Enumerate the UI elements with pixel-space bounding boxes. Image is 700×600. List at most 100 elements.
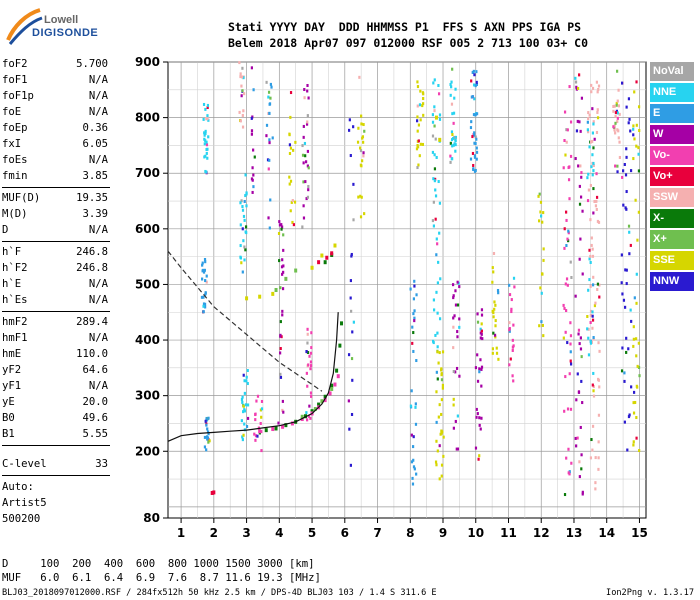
- echo-point: [361, 159, 364, 163]
- echo-point: [415, 472, 418, 476]
- echo-point: [591, 448, 594, 452]
- echo-point: [587, 111, 590, 115]
- echo-point: [491, 309, 494, 313]
- echo-point: [637, 169, 641, 173]
- echo-point: [493, 307, 496, 311]
- echo-point: [241, 438, 244, 442]
- echo-point: [433, 78, 436, 82]
- echo-point: [480, 384, 483, 388]
- echo-point: [205, 418, 208, 422]
- trace-point: [264, 428, 268, 433]
- echo-point: [204, 305, 207, 309]
- echo-point: [563, 138, 566, 142]
- echo-point: [612, 104, 615, 108]
- echo-point: [281, 225, 284, 229]
- echo-point: [512, 323, 515, 327]
- echo-point: [433, 167, 437, 171]
- echo-point: [575, 129, 579, 133]
- echo-point: [362, 123, 365, 127]
- echo-point: [203, 435, 207, 439]
- echo-point: [617, 104, 621, 108]
- echo-point: [350, 357, 354, 361]
- echo-point: [358, 75, 361, 79]
- echo-point: [580, 379, 583, 383]
- echo-point: [564, 375, 567, 379]
- echo-point: [588, 248, 591, 252]
- echo-point: [510, 310, 513, 314]
- autoscale-code: 500200: [2, 513, 41, 525]
- trace-point: [323, 398, 327, 403]
- param-separator: [2, 311, 110, 312]
- echo-point: [240, 199, 243, 203]
- echo-point: [597, 413, 601, 417]
- param-row: h`E N/A: [2, 278, 108, 292]
- echo-point: [569, 321, 572, 325]
- o-trace-curve: [167, 312, 339, 442]
- echo-point: [289, 209, 292, 213]
- trace-point: [210, 490, 214, 495]
- echo-point: [625, 105, 628, 109]
- echo-point: [593, 200, 596, 204]
- echo-point: [596, 287, 599, 291]
- echo-point: [566, 341, 569, 345]
- echo-point: [587, 130, 590, 134]
- echo-point: [454, 87, 457, 91]
- echo-point: [596, 116, 600, 120]
- echo-point: [306, 89, 309, 93]
- echo-point: [632, 124, 635, 128]
- echo-point: [632, 401, 635, 405]
- x-tick-label: 10: [467, 526, 484, 540]
- echo-point: [205, 274, 208, 278]
- echo-point: [411, 476, 414, 480]
- echo-point: [241, 208, 245, 212]
- echo-point: [586, 314, 589, 318]
- echo-point: [412, 435, 415, 439]
- y-tick-label: 300: [135, 389, 160, 403]
- echo-point: [569, 260, 572, 264]
- echo-point: [281, 287, 285, 291]
- echo-point: [593, 304, 597, 308]
- echo-point: [449, 93, 452, 97]
- echo-point: [567, 471, 570, 475]
- echo-point: [614, 114, 617, 118]
- echo-point: [592, 161, 595, 165]
- echo-point: [440, 368, 443, 372]
- echo-point: [449, 160, 452, 164]
- echo-point: [243, 199, 246, 203]
- echo-point: [278, 223, 282, 227]
- echo-point: [579, 164, 582, 168]
- param-label: yF1: [2, 380, 22, 392]
- trace-point: [290, 421, 294, 426]
- y-axis-ticks: 80 200 300 400 500 600 700 800 900: [135, 55, 168, 525]
- x-tick-label: 13: [566, 526, 583, 540]
- echo-point: [580, 175, 583, 179]
- echo-point: [436, 350, 439, 354]
- trace-point: [330, 251, 334, 256]
- echo-point: [564, 282, 567, 286]
- echo-point: [475, 415, 478, 419]
- echo-point: [539, 214, 543, 218]
- echo-point: [451, 67, 454, 71]
- echo-point: [565, 456, 568, 460]
- echo-point: [590, 90, 593, 94]
- echo-point: [304, 180, 307, 184]
- echo-point: [245, 375, 248, 379]
- echo-point: [568, 197, 571, 201]
- echo-point: [634, 400, 637, 404]
- echo-point: [632, 440, 635, 444]
- y-tick-label: 500: [135, 277, 160, 291]
- footer-file-info: BLJ03_2018097012000.RSF / 284fx512h 50 k…: [2, 588, 437, 598]
- echo-point: [432, 298, 436, 302]
- echo-point: [349, 154, 352, 158]
- echo-point: [292, 223, 296, 227]
- echo-point: [205, 151, 208, 155]
- echo-point: [207, 135, 210, 139]
- echo-point: [357, 126, 360, 130]
- echo-point: [542, 334, 545, 338]
- echo-point: [592, 122, 595, 126]
- echo-point: [362, 154, 365, 158]
- echo-point: [203, 133, 206, 137]
- echo-point: [633, 137, 636, 141]
- echo-point: [616, 116, 619, 120]
- echo-point: [240, 84, 243, 88]
